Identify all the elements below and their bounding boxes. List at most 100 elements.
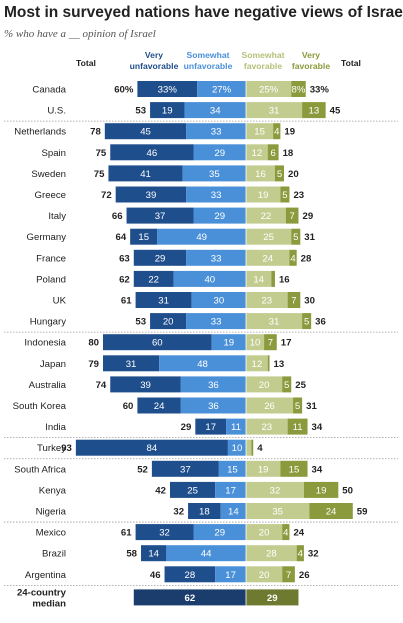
bar-very-unfavorable xyxy=(169,481,216,498)
total-favorable: 29 xyxy=(302,211,313,222)
label-very-unfavorable: 33% xyxy=(158,85,178,96)
bar-somewhat-unfavorable xyxy=(157,228,246,245)
total-unfavorable: 80 xyxy=(88,338,99,349)
chart-row: Netherlands 45 33 15 4 78 19 xyxy=(14,123,295,140)
median-label-line1: 24-country xyxy=(17,587,67,598)
country-label: Spain xyxy=(41,148,66,159)
total-unfavorable: 78 xyxy=(90,127,101,138)
total-favorable: 50 xyxy=(342,485,353,496)
bar-very-unfavorable xyxy=(141,545,167,562)
total-unfavorable: 62 xyxy=(119,274,130,285)
bar-very-favorable xyxy=(274,165,285,182)
label-somewhat-unfavorable: 36 xyxy=(208,401,219,412)
label-very-favorable: 7 xyxy=(289,211,294,222)
bar-very-unfavorable xyxy=(135,524,194,541)
label-very-favorable: 11 xyxy=(293,422,303,433)
total-favorable: 34 xyxy=(312,422,323,433)
label-somewhat-unfavorable: 33 xyxy=(211,127,222,138)
label-very-favorable: 15 xyxy=(289,464,300,475)
chart-row: France 29 33 24 4 63 28 xyxy=(36,249,312,266)
header-somewhat-favorable-line2: favorable xyxy=(244,61,282,71)
total-unfavorable: 79 xyxy=(88,359,99,370)
header-very-unfavorable-line2: unfavorable xyxy=(130,61,179,71)
header-somewhat-favorable-line1: Somewhat xyxy=(242,50,285,60)
label-somewhat-favorable: 20 xyxy=(259,528,270,539)
label-somewhat-unfavorable: 33 xyxy=(211,190,222,201)
label-very-favorable: 13 xyxy=(309,106,320,117)
label-very-unfavorable: 41 xyxy=(140,169,151,180)
total-unfavorable: 32 xyxy=(173,507,184,518)
bar-very-unfavorable xyxy=(130,228,158,245)
bar-very-favorable xyxy=(267,355,270,372)
label-somewhat-favorable: 12 xyxy=(252,148,263,159)
label-very-unfavorable: 15 xyxy=(138,232,149,243)
header-very-favorable-line2: favorable xyxy=(292,61,330,71)
country-label: UK xyxy=(53,296,67,307)
bar-very-unfavorable xyxy=(126,207,194,224)
label-somewhat-unfavorable: 29 xyxy=(214,148,225,159)
label-somewhat-favorable: 32 xyxy=(270,485,281,496)
bar-somewhat-favorable xyxy=(246,207,286,224)
label-very-unfavorable: 84 xyxy=(147,443,158,454)
label-very-unfavorable: 39 xyxy=(146,190,157,201)
label-very-unfavorable: 32 xyxy=(159,528,170,539)
chart-row: Indonesia 60 19 10 7 80 17 xyxy=(24,334,291,351)
header-very-unfavorable-line1: Very xyxy=(145,50,163,60)
total-favorable: 30 xyxy=(304,296,315,307)
bar-very-unfavorable xyxy=(188,503,221,519)
label-very-unfavorable: 46 xyxy=(147,148,158,159)
total-favorable: 34 xyxy=(312,464,323,475)
bar-somewhat-unfavorable xyxy=(193,144,246,161)
label-somewhat-favorable: 25 xyxy=(263,232,274,243)
total-favorable: 33% xyxy=(310,85,330,96)
bar-somewhat-favorable xyxy=(246,334,265,351)
chart-row: Japan 31 48 12 79 13 xyxy=(40,355,284,372)
total-unfavorable: 75 xyxy=(96,148,107,159)
bar-very-unfavorable xyxy=(110,144,194,161)
header-total-left: Total xyxy=(76,58,96,68)
label-very-favorable: 5 xyxy=(304,317,309,328)
bar-very-favorable xyxy=(309,503,353,519)
label-very-favorable: 24 xyxy=(326,507,337,518)
total-unfavorable: 61 xyxy=(121,528,132,539)
label-very-favorable: 19 xyxy=(316,485,327,496)
total-unfavorable: 72 xyxy=(101,190,112,201)
bar-very-unfavorable xyxy=(104,123,187,140)
total-favorable: 18 xyxy=(283,148,294,159)
bar-very-favorable xyxy=(271,270,275,287)
label-somewhat-favorable: 12 xyxy=(252,359,263,370)
label-very-unfavorable: 25 xyxy=(187,485,198,496)
bar-very-favorable xyxy=(273,123,281,140)
bar-very-favorable xyxy=(282,376,292,393)
label-somewhat-unfavorable: 15 xyxy=(227,464,238,475)
bar-somewhat-unfavorable xyxy=(180,376,246,393)
country-label: Japan xyxy=(40,359,66,370)
group-separators xyxy=(4,120,398,586)
bar-very-unfavorable xyxy=(103,355,160,372)
bar-somewhat-unfavorable xyxy=(186,186,246,203)
total-favorable: 31 xyxy=(304,232,315,243)
label-very-unfavorable: 22 xyxy=(148,274,159,285)
label-somewhat-unfavorable: 10 xyxy=(232,443,243,454)
bar-very-unfavorable xyxy=(164,566,216,583)
label-somewhat-favorable: 25% xyxy=(259,85,279,96)
label-somewhat-unfavorable: 29 xyxy=(214,211,225,222)
total-unfavorable: 93 xyxy=(61,443,72,454)
country-label: U.S. xyxy=(47,106,66,117)
label-very-unfavorable: 20 xyxy=(163,317,174,328)
chart-row: South Africa 37 15 19 15 52 34 xyxy=(14,460,323,477)
total-unfavorable: 64 xyxy=(115,232,126,243)
label-somewhat-unfavorable: 17 xyxy=(225,570,236,581)
label-very-favorable: 4 xyxy=(290,253,296,264)
country-label: Hungary xyxy=(30,317,66,328)
chart-row: U.S. 19 34 31 13 53 45 xyxy=(47,102,341,119)
total-favorable: 23 xyxy=(293,190,304,201)
total-unfavorable: 42 xyxy=(155,485,166,496)
bar-somewhat-favorable xyxy=(246,228,292,245)
bar-somewhat-favorable xyxy=(246,566,283,583)
bar-somewhat-favorable xyxy=(246,249,290,266)
chart-subtitle: % who have a __ opinion of Israel xyxy=(4,28,156,40)
label-somewhat-unfavorable: 19 xyxy=(223,338,234,349)
median-bar-favorable xyxy=(246,589,299,606)
bar-very-unfavorable xyxy=(151,460,219,477)
